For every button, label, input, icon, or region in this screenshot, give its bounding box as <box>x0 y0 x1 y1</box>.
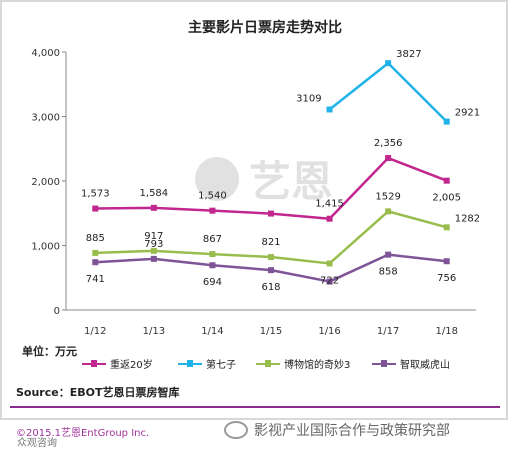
data-label: 694 <box>203 277 222 288</box>
data-label: 3109 <box>296 93 321 104</box>
data-label: 858 <box>379 267 398 278</box>
legend-swatch-icon <box>256 358 280 370</box>
data-point <box>151 256 157 262</box>
data-label: 722 <box>320 275 339 286</box>
data-label: 618 <box>261 282 280 293</box>
source-label: Source：EBOT艺恩日票房智库 <box>16 384 179 400</box>
legend-swatch-icon <box>178 358 202 370</box>
data-point <box>385 252 391 258</box>
data-point <box>209 262 215 268</box>
data-label: 741 <box>86 274 105 285</box>
data-point <box>385 60 391 66</box>
data-label: 756 <box>437 273 456 284</box>
data-label: 821 <box>261 237 280 248</box>
data-point <box>444 119 450 125</box>
data-point <box>327 260 333 266</box>
footer-divider <box>10 406 500 408</box>
wechat-account-name: 影视产业国际合作与政策研究部 <box>254 420 450 440</box>
watermark-text: 艺恩 <box>249 148 333 209</box>
data-point <box>209 251 215 257</box>
y-tick-label: 4,000 <box>31 48 60 59</box>
legend-swatch-icon <box>82 358 106 370</box>
data-point <box>444 178 450 184</box>
data-point <box>444 258 450 264</box>
chart-title: 主要影片日票房走势对比 <box>188 19 342 36</box>
data-point <box>327 106 333 112</box>
watermark: 艺恩 <box>195 148 333 209</box>
data-point <box>385 208 391 214</box>
watermark-logo-icon <box>195 157 239 201</box>
legend-label: 第七子 <box>206 356 236 371</box>
data-label: 1,584 <box>140 188 169 199</box>
data-label: 2,005 <box>432 193 461 204</box>
data-label: 1529 <box>375 191 400 202</box>
data-label: 1282 <box>455 213 480 224</box>
y-tick-label: 2,000 <box>31 177 60 188</box>
x-tick-label: 1/14 <box>201 326 223 337</box>
legend-item: 第七子 <box>178 356 236 371</box>
data-label: 793 <box>144 239 163 250</box>
legend-swatch-icon <box>372 358 396 370</box>
data-label: 2921 <box>455 108 480 119</box>
x-tick-label: 1/15 <box>260 326 282 337</box>
legend-label: 博物馆的奇妙3 <box>284 356 350 371</box>
copyright-text: ©2015.1艺恩EntGroup Inc. <box>16 424 149 439</box>
x-tick-label: 1/17 <box>377 326 399 337</box>
data-point <box>268 211 274 217</box>
legend-item: 重返20岁 <box>82 356 153 371</box>
data-point <box>92 250 98 256</box>
series-line <box>330 63 447 121</box>
data-label: 885 <box>86 233 105 244</box>
unit-label: 单位：万元 <box>22 343 77 359</box>
data-point <box>268 254 274 260</box>
wechat-icon <box>224 421 248 439</box>
brand-watermark: 众观咨询 <box>17 438 57 450</box>
x-tick-label: 1/12 <box>84 326 106 337</box>
data-label: 1,573 <box>81 189 110 200</box>
data-point <box>385 155 391 161</box>
chart-legend: 重返20岁 第七子 博物馆的奇妙3 智取威虎山 <box>82 356 502 372</box>
data-point <box>92 206 98 212</box>
y-tick-label: 3,000 <box>31 113 60 124</box>
data-point <box>268 267 274 273</box>
data-point <box>151 205 157 211</box>
legend-label: 智取威虎山 <box>400 356 450 371</box>
y-tick-label: 0 <box>54 306 60 317</box>
data-point <box>444 224 450 230</box>
wechat-account: 影视产业国际合作与政策研究部 <box>224 420 450 440</box>
data-point <box>92 259 98 265</box>
x-tick-label: 1/13 <box>143 326 165 337</box>
y-tick-label: 1,000 <box>31 242 60 253</box>
x-tick-label: 1/16 <box>318 326 340 337</box>
data-label: 3827 <box>396 49 421 60</box>
data-label: 867 <box>203 234 222 245</box>
data-label: 2,356 <box>374 138 403 149</box>
legend-item: 智取威虎山 <box>372 356 450 371</box>
data-point <box>327 216 333 222</box>
x-tick-label: 1/18 <box>435 326 457 337</box>
legend-label: 重返20岁 <box>110 356 153 371</box>
legend-item: 博物馆的奇妙3 <box>256 356 350 371</box>
